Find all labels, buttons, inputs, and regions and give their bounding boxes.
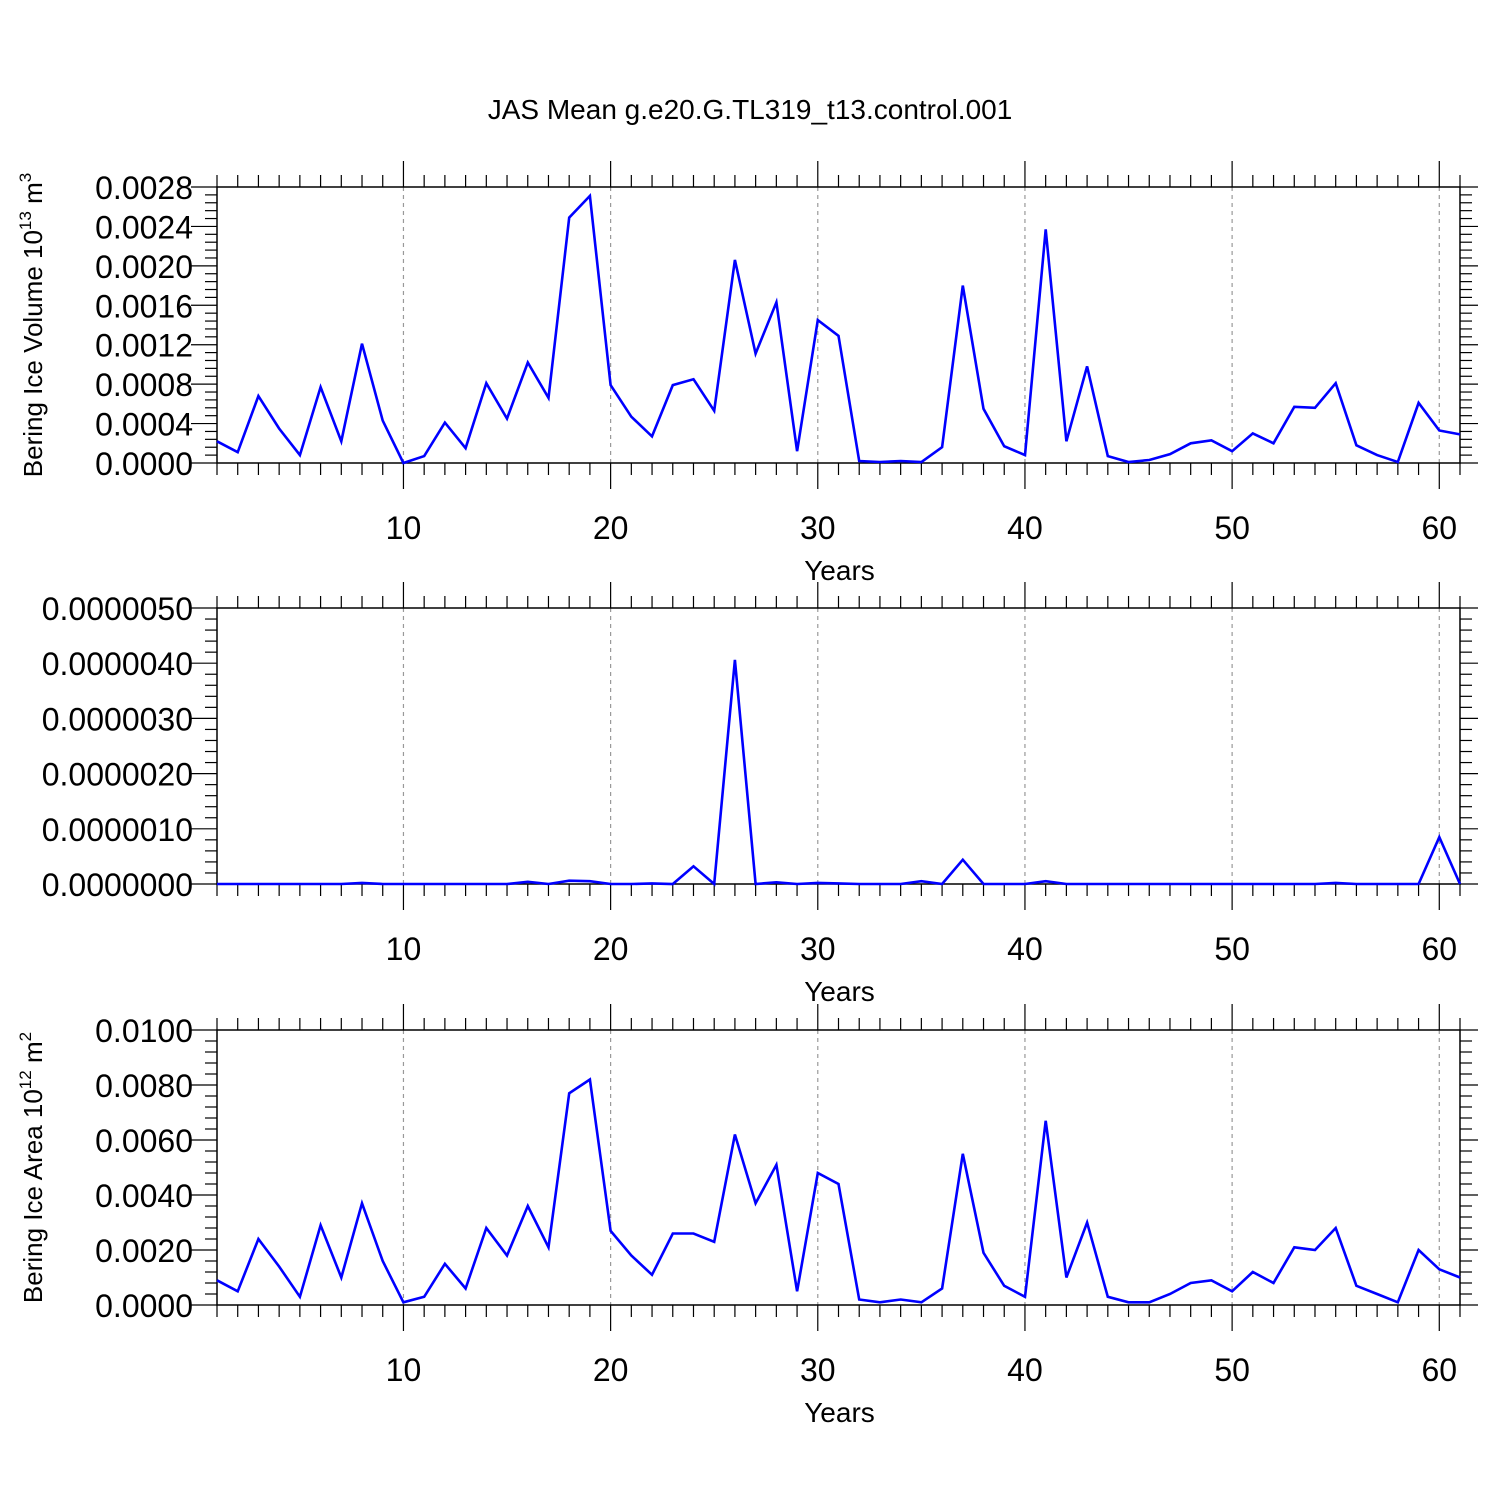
middle-series-line: [217, 659, 1462, 887]
middle-y-tick-label: 0.0000050: [42, 591, 193, 627]
middle-x-tick-label: 40: [1007, 931, 1043, 967]
ice-volume-x-tick-label: 20: [593, 510, 629, 546]
middle-y-tick-label: 0.0000020: [42, 757, 193, 793]
ice-volume-y-tick-label: 0.0004: [95, 407, 193, 443]
ice-area-x-tick-label: 30: [800, 1352, 836, 1388]
ice-volume-x-tick-label: 10: [386, 510, 422, 546]
middle-y-tick-label: 0.0000000: [42, 867, 193, 903]
panel-middle: 10 20 30 40 50 60 Years 0.0000000 0.0000010 0.000…: [42, 582, 1478, 1007]
ice-area-y-tick-label: 0.0000: [95, 1288, 193, 1324]
middle-y-tick-label: 0.0000030: [42, 701, 193, 737]
ice-area-y-tick-label: 0.0080: [95, 1068, 193, 1104]
ice-volume-y-tick-label: 0.0012: [95, 328, 193, 364]
ice-volume-y-tick-label: 0.0000: [95, 446, 193, 482]
ice-area-series-line: [216, 1077, 1461, 1304]
ice-volume-x-tick-label: 40: [1007, 510, 1043, 546]
middle-x-tick-label: 20: [593, 931, 629, 967]
ice-area-x-tick-label: 10: [386, 1352, 422, 1388]
ice-volume-x-tick-label: 60: [1421, 510, 1457, 546]
ice-area-x-axis-label: Years: [804, 1397, 875, 1428]
ice-area-y-tick-label: 0.0040: [95, 1178, 193, 1214]
middle-x-tick-label: 50: [1214, 931, 1250, 967]
ice-volume-y-tick-label: 0.0028: [95, 170, 193, 206]
ice-volume-x-axis-label: Years: [804, 555, 875, 586]
ice-volume-y-tick-label: 0.0020: [95, 249, 193, 285]
ice-volume-x-tick-label: 30: [800, 510, 836, 546]
ice-volume-y-tick-label: 0.0008: [95, 367, 193, 403]
ice-area-y-tick-label: 0.0060: [95, 1123, 193, 1159]
middle-x-axis-label: Years: [804, 976, 875, 1007]
middle-x-tick-label: 10: [386, 931, 422, 967]
middle-x-tick-label: 60: [1421, 931, 1457, 967]
chart-title: JAS Mean g.e20.G.TL319_t13.control.001: [487, 94, 1013, 125]
middle-y-tick-label: 0.0000010: [42, 812, 193, 848]
ice-volume-y-axis-label: Bering Ice Volume 1013 m3: [16, 173, 48, 477]
ice-area-x-tick-label: 60: [1421, 1352, 1457, 1388]
ice-area-y-tick-label: 0.0100: [95, 1013, 193, 1049]
ice-volume-series-line: [216, 192, 1461, 465]
ice-area-y-axis-label: Bering Ice Area 1012 m2: [16, 1032, 48, 1303]
ice-area-x-tick-label: 50: [1214, 1352, 1250, 1388]
ice-area-x-tick-label: 40: [1007, 1352, 1043, 1388]
ice-volume-x-tick-label: 50: [1214, 510, 1250, 546]
panel-ice-area: 10 20 30 40 50 60 Years 0.0000 0.0020 0.0040 0.006…: [16, 1004, 1478, 1428]
ice-area-x-tick-label: 20: [593, 1352, 629, 1388]
ice-volume-y-tick-label: 0.0024: [95, 209, 193, 245]
middle-x-tick-label: 30: [800, 931, 836, 967]
panel-ice-volume: 10 20 30 40 50 60Years0.00000.00040.00080.001…: [16, 161, 1478, 586]
middle-y-tick-label: 0.0000040: [42, 646, 193, 682]
ice-volume-y-tick-label: 0.0016: [95, 288, 193, 324]
ice-area-y-tick-label: 0.0020: [95, 1233, 193, 1269]
